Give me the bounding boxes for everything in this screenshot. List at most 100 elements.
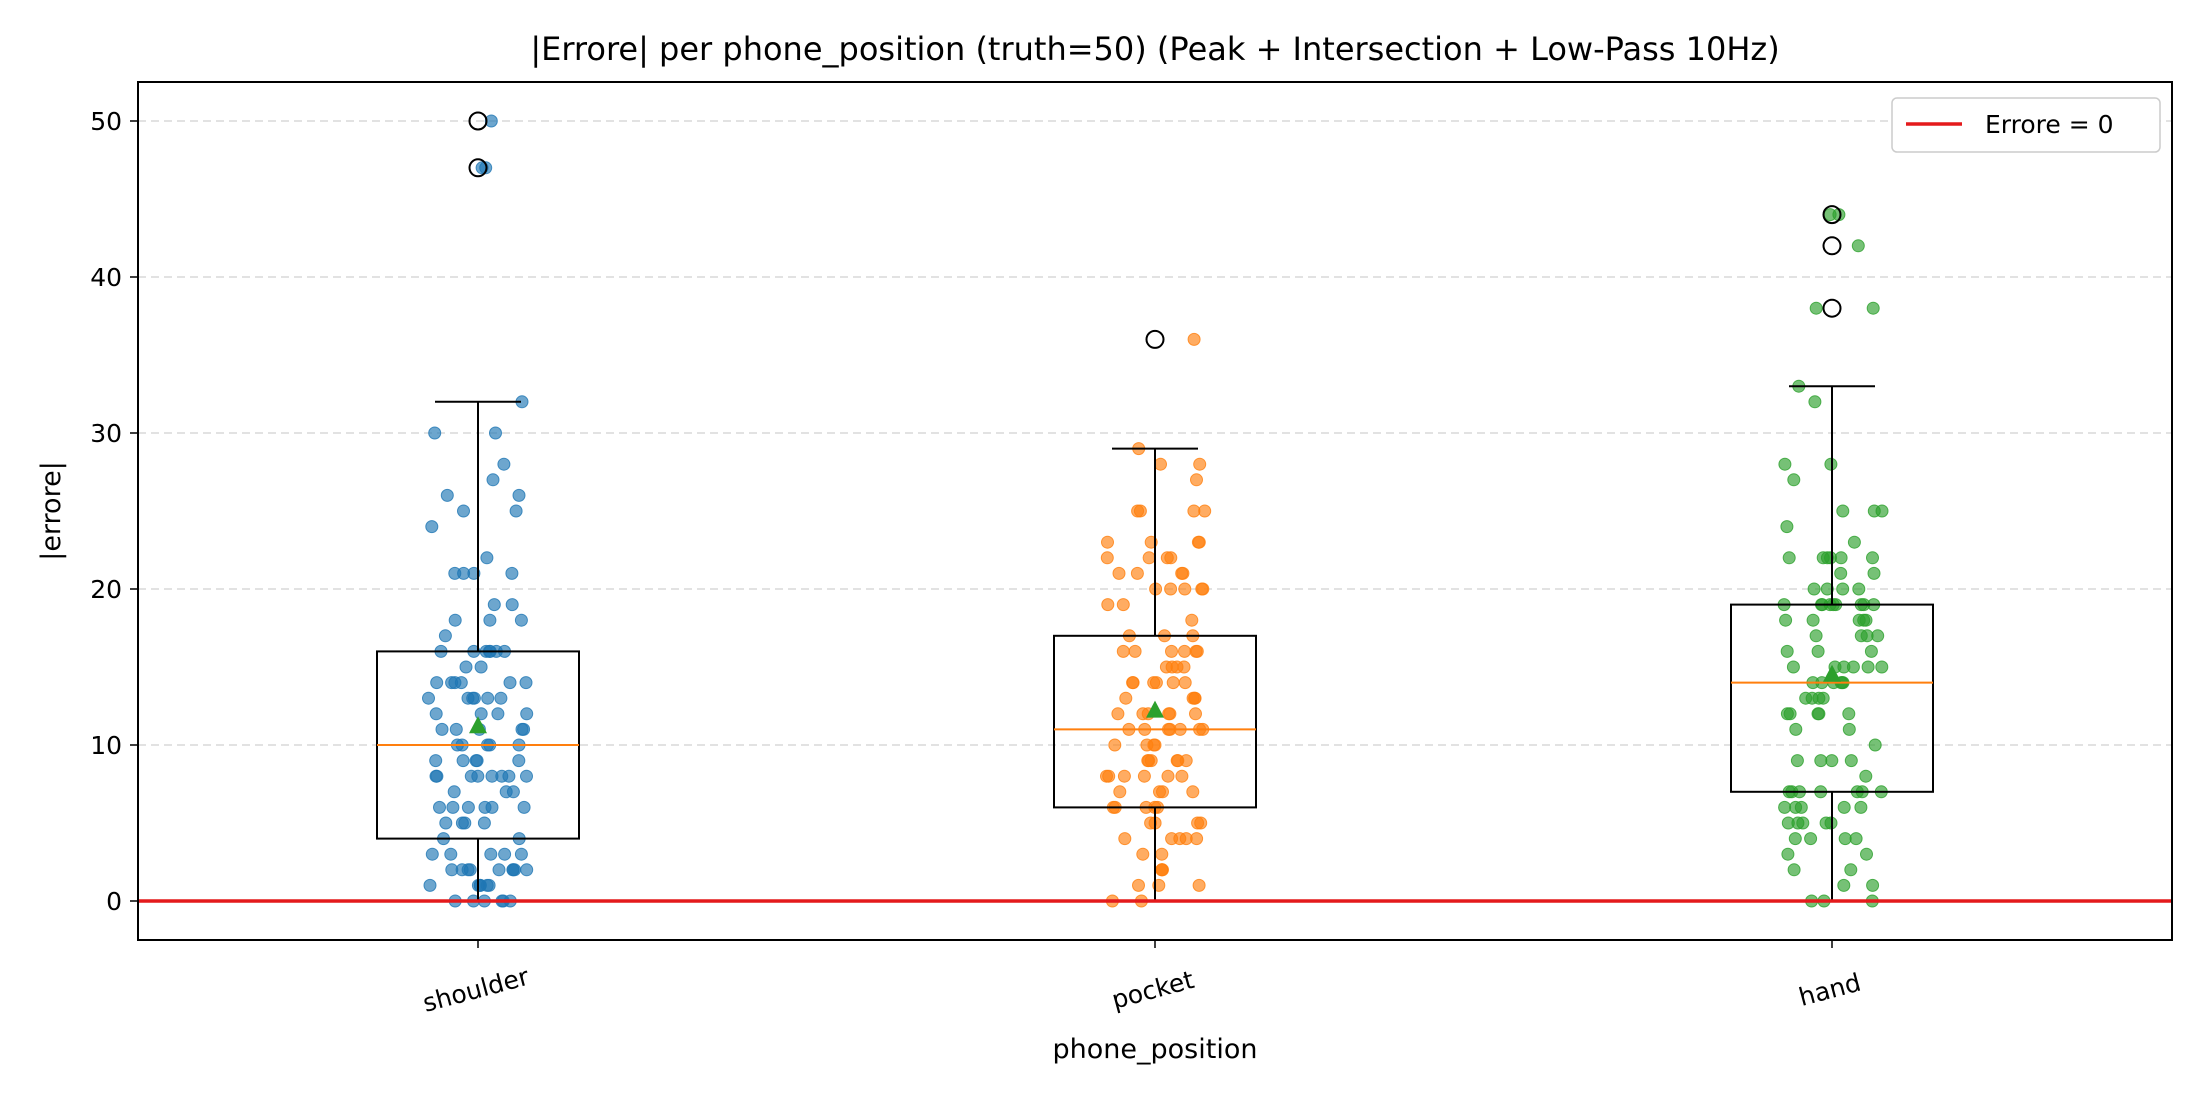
- data-point-pocket: [1178, 676, 1192, 690]
- y-tick-label: 40: [90, 263, 122, 292]
- jitter-points: [422, 114, 1889, 908]
- data-point-pocket: [1189, 707, 1202, 721]
- data-point-pocket: [1154, 457, 1167, 471]
- data-point-shoulder: [439, 816, 453, 830]
- data-point-hand: [1854, 800, 1868, 814]
- data-point-hand: [1780, 707, 1794, 721]
- data-point-hand: [1838, 832, 1852, 846]
- data-point-shoulder: [489, 426, 502, 440]
- data-point-shoulder: [425, 847, 439, 861]
- box-shoulder: [376, 111, 580, 902]
- data-point-hand: [1861, 660, 1875, 674]
- data-point-hand: [1794, 800, 1808, 814]
- box-iqr: [1730, 603, 1934, 793]
- data-point-pocket: [1136, 847, 1150, 861]
- data-point-shoulder: [457, 504, 470, 518]
- data-point-shoulder: [484, 847, 498, 861]
- data-point-shoulder: [486, 473, 500, 487]
- data-point-hand: [1809, 629, 1823, 643]
- data-point-shoulder: [448, 566, 462, 580]
- legend: Errore = 0: [1891, 97, 2161, 153]
- data-point-shoulder: [444, 847, 458, 861]
- data-point-hand: [1781, 847, 1795, 861]
- data-point-shoulder: [430, 676, 444, 690]
- data-point-hand: [1824, 457, 1838, 471]
- data-point-pocket: [1187, 504, 1201, 518]
- x-tick-label-pocket: pocket: [1109, 965, 1198, 1015]
- data-point-shoulder: [512, 754, 526, 768]
- data-point-shoulder: [430, 769, 444, 783]
- data-point-hand: [1778, 457, 1792, 471]
- data-point-shoulder: [503, 676, 517, 690]
- data-point-hand: [1806, 613, 1820, 627]
- data-point-hand: [1782, 551, 1796, 565]
- data-point-hand: [1859, 769, 1873, 783]
- data-point-pocket: [1153, 785, 1166, 799]
- box-iqr: [1053, 634, 1257, 809]
- data-point-hand: [1808, 395, 1822, 409]
- chart-title: |Errore| per phone_position (truth=50) (…: [530, 30, 1779, 68]
- data-point-shoulder: [425, 520, 439, 534]
- legend-frame: [1891, 97, 2161, 153]
- outlier-marker: [468, 158, 488, 178]
- data-point-pocket: [1164, 582, 1178, 596]
- data-point-shoulder: [464, 769, 478, 783]
- data-point-pocket: [1111, 707, 1125, 721]
- data-point-shoulder: [446, 800, 460, 814]
- data-point-shoulder: [498, 847, 512, 861]
- data-point-shoulder: [433, 800, 446, 814]
- data-point-shoulder: [520, 863, 534, 877]
- data-point-pocket: [1108, 738, 1122, 752]
- data-point-hand: [1844, 863, 1858, 877]
- data-point-shoulder: [491, 707, 505, 721]
- data-point-hand: [1804, 832, 1818, 846]
- data-point-hand: [1842, 722, 1856, 736]
- data-point-pocket: [1116, 644, 1130, 658]
- x-tick-label-shoulder: shoulder: [420, 962, 533, 1018]
- data-point-shoulder: [445, 863, 459, 877]
- data-point-pocket: [1190, 473, 1203, 487]
- data-point-pocket: [1155, 847, 1169, 861]
- data-point-shoulder: [422, 691, 435, 705]
- data-point-hand: [1864, 644, 1878, 658]
- data-point-shoulder: [509, 504, 523, 518]
- data-point-pocket: [1128, 644, 1142, 658]
- data-point-shoulder: [459, 660, 473, 674]
- data-point-hand: [1809, 301, 1823, 315]
- data-point-hand: [1837, 878, 1851, 892]
- y-tick-label: 10: [90, 731, 122, 760]
- data-point-hand: [1790, 754, 1804, 768]
- data-point-pocket: [1147, 738, 1161, 752]
- data-point-pocket: [1141, 754, 1155, 768]
- data-point-hand: [1812, 707, 1826, 721]
- data-point-hand: [1780, 520, 1794, 534]
- data-point-shoulder: [497, 457, 511, 471]
- data-point-pocket: [1198, 504, 1212, 518]
- data-point-pocket: [1142, 551, 1156, 565]
- data-point-shoulder: [506, 785, 520, 799]
- data-point-hand: [1875, 504, 1889, 518]
- data-point-pocket: [1113, 785, 1127, 799]
- data-point-shoulder: [458, 816, 472, 830]
- data-point-pocket: [1156, 863, 1169, 877]
- data-point-hand: [1834, 551, 1848, 565]
- data-point-shoulder: [505, 598, 519, 612]
- mean-marker: [469, 716, 487, 734]
- data-point-pocket: [1178, 582, 1192, 596]
- data-point-shoulder: [480, 551, 494, 565]
- data-point-pocket: [1133, 504, 1147, 518]
- data-point-shoulder: [467, 566, 481, 580]
- data-point-shoulder: [514, 613, 528, 627]
- x-axis: shoulder pocket hand: [420, 940, 1864, 1018]
- data-point-hand: [1778, 800, 1792, 814]
- data-point-pocket: [1192, 878, 1206, 892]
- data-point-shoulder: [519, 676, 533, 690]
- data-point-hand: [1867, 566, 1881, 580]
- data-point-shoulder: [440, 488, 454, 502]
- data-point-shoulder: [485, 800, 499, 814]
- data-point-shoulder: [517, 722, 531, 736]
- data-point-hand: [1847, 535, 1861, 549]
- data-point-shoulder: [492, 863, 506, 877]
- y-axis-label: |errore|: [36, 461, 67, 561]
